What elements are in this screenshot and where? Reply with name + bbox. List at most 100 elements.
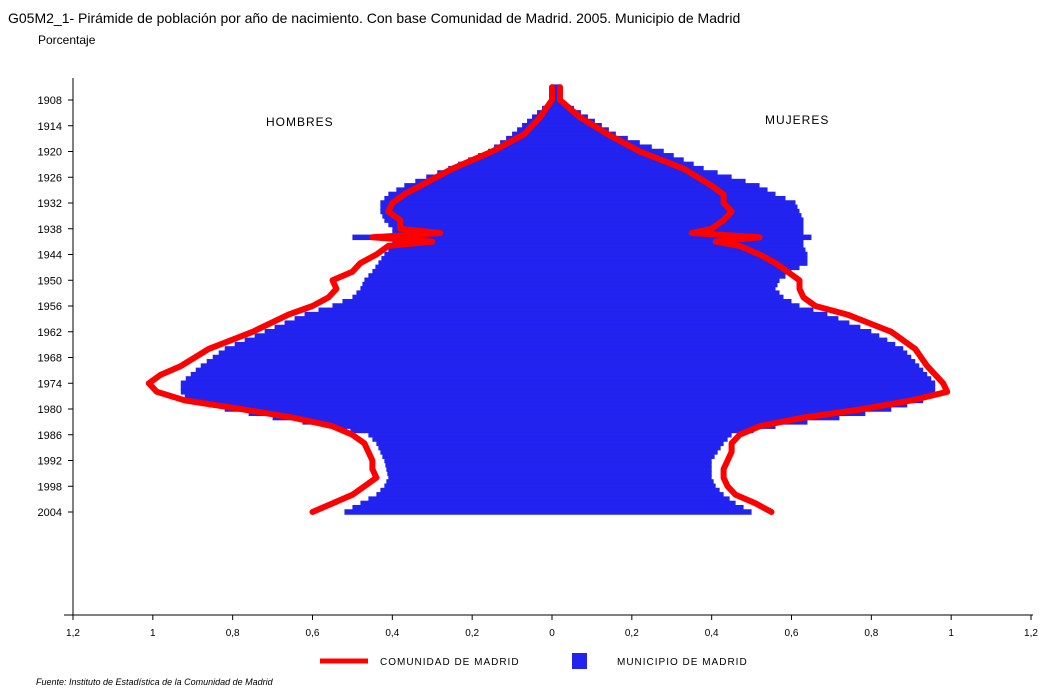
bar-mujeres-1988 bbox=[552, 440, 724, 447]
bar-hombres-1950 bbox=[364, 277, 552, 283]
bar-hombres-1998 bbox=[384, 483, 552, 489]
bar-mujeres-1928 bbox=[552, 183, 760, 189]
bar-mujeres-1915 bbox=[552, 127, 609, 133]
bar-hombres-1917 bbox=[506, 135, 552, 142]
bar-mujeres-1966 bbox=[552, 346, 904, 352]
bar-hombres-1933 bbox=[380, 204, 552, 211]
bar-mujeres-1953 bbox=[552, 290, 780, 296]
bar-hombres-1931 bbox=[384, 195, 552, 202]
bar-mujeres-1975 bbox=[552, 384, 936, 391]
bar-mujeres-1921 bbox=[552, 153, 674, 159]
bar-hombres-1937 bbox=[388, 221, 552, 228]
bar-hombres-1919 bbox=[494, 144, 552, 150]
bar-mujeres-2002 bbox=[552, 500, 736, 507]
bar-mujeres-2001 bbox=[552, 496, 730, 502]
bar-hombres-1987 bbox=[372, 436, 552, 442]
y-tick-label-1944: 1944 bbox=[38, 250, 62, 262]
bar-hombres-1960 bbox=[284, 320, 552, 326]
bar-hombres-1975 bbox=[180, 384, 552, 391]
bar-mujeres-1909 bbox=[552, 101, 567, 108]
bar-mujeres-1944 bbox=[552, 251, 808, 258]
bar-mujeres-1945 bbox=[552, 256, 808, 262]
bar-hombres-1953 bbox=[356, 290, 552, 296]
bar-mujeres-1938 bbox=[552, 226, 804, 232]
y-tick-label-1956: 1956 bbox=[38, 301, 62, 313]
bar-mujeres-1922 bbox=[552, 157, 684, 163]
bar-mujeres-1911 bbox=[552, 110, 581, 116]
bar-mujeres-1912 bbox=[552, 114, 588, 120]
y-tick-label-1962: 1962 bbox=[38, 327, 62, 339]
bar-mujeres-1993 bbox=[552, 462, 712, 468]
bar-mujeres-1949 bbox=[552, 273, 786, 279]
bar-mujeres-1942 bbox=[552, 243, 804, 249]
y-tick-label-2004: 2004 bbox=[38, 507, 62, 519]
bar-hombres-1934 bbox=[380, 208, 552, 215]
x-tick-label-8: 0,4 bbox=[705, 628, 719, 639]
bar-mujeres-1969 bbox=[552, 359, 916, 365]
bar-hombres-1925 bbox=[437, 170, 552, 176]
bar-hombres-1943 bbox=[388, 247, 552, 253]
bar-hombres-1952 bbox=[360, 286, 552, 292]
bar-mujeres-1989 bbox=[552, 444, 721, 451]
bar-hombres-1935 bbox=[382, 213, 552, 219]
bar-mujeres-1952 bbox=[552, 286, 776, 292]
bar-mujeres-1918 bbox=[552, 140, 640, 146]
y-tick-label-1974: 1974 bbox=[38, 378, 62, 390]
bar-hombres-1942 bbox=[392, 243, 552, 249]
bar-mujeres-1907 bbox=[552, 92, 560, 99]
bar-hombres-1963 bbox=[254, 333, 552, 339]
bar-mujeres-1939 bbox=[552, 230, 804, 236]
x-tick-label-9: 0,6 bbox=[785, 628, 799, 639]
bar-mujeres-1972 bbox=[552, 371, 928, 378]
x-tick-label-11: 1 bbox=[948, 628, 954, 639]
bar-mujeres-1916 bbox=[552, 131, 616, 138]
x-tick-label-5: 0,2 bbox=[465, 628, 479, 639]
bar-hombres-1916 bbox=[512, 131, 552, 138]
bar-hombres-1924 bbox=[448, 165, 552, 172]
bar-hombres-1959 bbox=[294, 316, 552, 322]
y-tick-label-1986: 1986 bbox=[38, 430, 62, 442]
bar-mujeres-1971 bbox=[552, 367, 924, 374]
bar-mujeres-1926 bbox=[552, 174, 732, 180]
bar-mujeres-1957 bbox=[552, 307, 814, 314]
bar-mujeres-1935 bbox=[552, 213, 802, 219]
bar-hombres-1929 bbox=[396, 187, 552, 193]
bar-hombres-1956 bbox=[332, 303, 552, 309]
bar-hombres-2003 bbox=[352, 504, 552, 511]
bar-mujeres-1968 bbox=[552, 354, 912, 361]
chart-title: G05M2_1- Pirámide de población por año d… bbox=[8, 10, 741, 26]
axes: 1908 1914 1920 1926 1932 1938 1944 1950 1956 1962… bbox=[38, 78, 1038, 639]
bar-mujeres-1913 bbox=[552, 118, 595, 125]
bar-hombres-1997 bbox=[386, 479, 552, 485]
y-tick-label-1992: 1992 bbox=[38, 456, 62, 468]
legend: COMUNIDAD DE MADRID MUNICIPIO DE MADRID bbox=[320, 653, 748, 669]
line-comunidad-hombres bbox=[145, 84, 555, 515]
bar-hombres-1995 bbox=[387, 470, 552, 477]
y-tick-label-1914: 1914 bbox=[38, 121, 62, 133]
bar-mujeres-1992 bbox=[552, 457, 712, 464]
bar-hombres-1971 bbox=[195, 367, 552, 374]
bar-mujeres-1981 bbox=[552, 410, 866, 417]
bar-mujeres-1920 bbox=[552, 148, 664, 155]
legend-municipio-label: MUNICIPIO DE MADRID bbox=[617, 657, 748, 668]
bar-mujeres-1977 bbox=[552, 393, 932, 399]
bar-mujeres-1994 bbox=[552, 466, 712, 472]
bar-mujeres-1998 bbox=[552, 483, 716, 489]
bar-hombres-1955 bbox=[342, 298, 552, 305]
bar-hombres-1989 bbox=[378, 444, 552, 451]
bar-hombres-1938 bbox=[392, 226, 552, 232]
bar-hombres-1973 bbox=[185, 376, 552, 382]
bar-hombres-1914 bbox=[522, 123, 552, 129]
bar-mujeres-1997 bbox=[552, 479, 714, 485]
bar-hombres-1985 bbox=[350, 427, 552, 434]
bar-hombres-2004 bbox=[344, 509, 552, 515]
bar-mujeres-1985 bbox=[552, 427, 754, 434]
bar-mujeres-1973 bbox=[552, 376, 932, 382]
x-tick-label-10: 0,8 bbox=[864, 628, 878, 639]
bar-mujeres-1947 bbox=[552, 264, 800, 271]
bar-hombres-1930 bbox=[388, 191, 552, 198]
bar-hombres-1927 bbox=[415, 178, 552, 185]
bar-hombres-1974 bbox=[180, 380, 552, 386]
bar-mujeres-1960 bbox=[552, 320, 850, 326]
